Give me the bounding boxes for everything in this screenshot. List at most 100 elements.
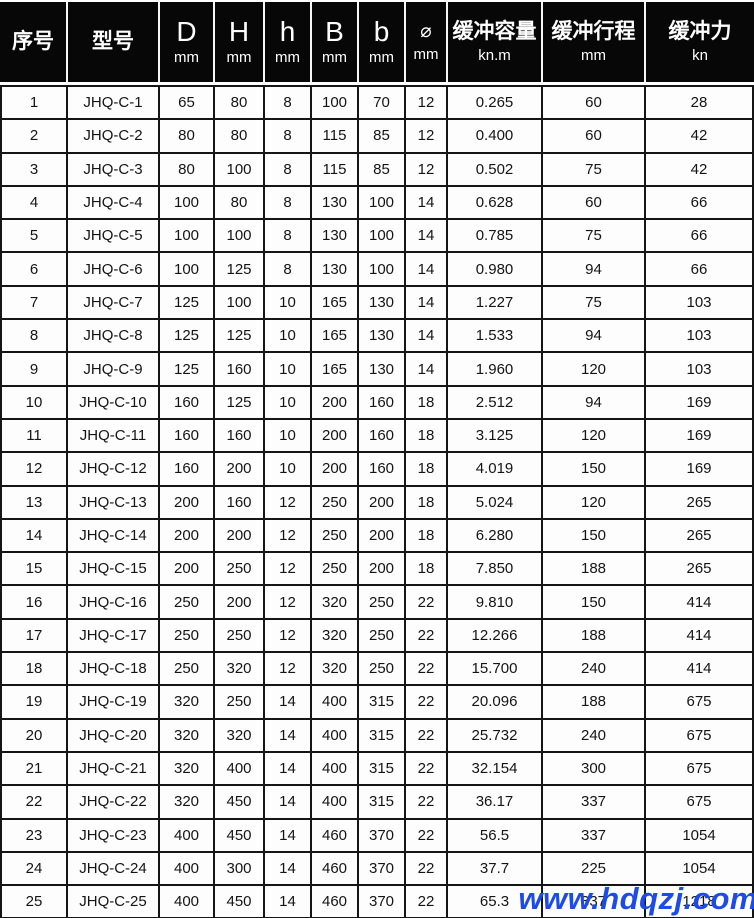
table-cell: 12	[265, 553, 312, 587]
table-row: 12 JHQ-C-12 160 200 10 200 160 18 4.019 150 169	[0, 453, 754, 487]
table-row: 2 JHQ-C-2 80 80 8 115 85 12 0.400 60 42	[0, 120, 754, 154]
table-cell: 115	[312, 120, 359, 154]
table-cell: 150	[543, 586, 646, 620]
table-cell: 265	[646, 553, 754, 587]
table-cell: 200	[359, 553, 406, 587]
table-cell: 25	[0, 886, 68, 918]
table-cell: 6	[0, 253, 68, 287]
table-cell: 250	[312, 553, 359, 587]
table-cell: 32.154	[448, 752, 543, 787]
table-cell: 66	[646, 186, 754, 221]
table-cell: JHQ-C-8	[68, 320, 160, 354]
table-cell: 10	[265, 453, 312, 487]
table-cell: 3.125	[448, 419, 543, 454]
column-label: h	[279, 16, 296, 47]
table-cell: 100	[359, 186, 406, 221]
table-cell: 22	[406, 752, 448, 787]
table-cell: 320	[160, 786, 215, 820]
table-cell: 70	[359, 85, 406, 121]
table-cell: 250	[312, 486, 359, 520]
table-cell: 100	[160, 253, 215, 287]
table-cell: 5	[0, 220, 68, 254]
table-cell: 14	[265, 752, 312, 787]
table-cell: 100	[215, 220, 265, 254]
table-cell: 16	[0, 586, 68, 620]
table-cell: 320	[312, 653, 359, 687]
column-unit-label: mm	[369, 49, 394, 66]
table-cell: 10	[265, 419, 312, 454]
table-cell: 200	[359, 486, 406, 520]
table-cell: 14	[265, 786, 312, 820]
table-cell: JHQ-C-7	[68, 286, 160, 321]
table-cell: 1.227	[448, 286, 543, 321]
table-cell: 80	[160, 153, 215, 187]
table-cell: 240	[543, 719, 646, 753]
table-cell: 675	[646, 786, 754, 820]
table-cell: 320	[215, 719, 265, 753]
table-cell: 300	[543, 752, 646, 787]
table-cell: 20	[0, 719, 68, 753]
table-cell: 1.533	[448, 320, 543, 354]
column-label: H	[228, 16, 250, 47]
table-row: 25 JHQ-C-25 400 450 14 460 370 22 65.3 337 1218	[0, 886, 754, 918]
table-cell: 400	[312, 686, 359, 720]
table-cell: 103	[646, 353, 754, 387]
table-cell: 9.810	[448, 586, 543, 620]
table-cell: 337	[543, 819, 646, 853]
table-cell: 75	[543, 286, 646, 321]
table-cell: 169	[646, 453, 754, 487]
column-header-8: 缓冲容量 kn.m	[448, 2, 543, 85]
table-cell: 250	[215, 686, 265, 720]
table-row: 10 JHQ-C-10 160 125 10 200 160 18 2.512 94 169	[0, 386, 754, 420]
table-cell: 100	[215, 286, 265, 321]
table-cell: 160	[160, 453, 215, 487]
table-row: 4 JHQ-C-4 100 80 8 130 100 14 0.628 60 66	[0, 186, 754, 221]
table-cell: JHQ-C-18	[68, 653, 160, 687]
table-cell: 9	[0, 353, 68, 387]
table-cell: 94	[543, 253, 646, 287]
table-cell: 12.266	[448, 619, 543, 654]
table-cell: 337	[543, 786, 646, 820]
table-cell: 0.628	[448, 186, 543, 221]
table-cell: 200	[215, 453, 265, 487]
table-cell: 66	[646, 220, 754, 254]
table-row: 7 JHQ-C-7 125 100 10 165 130 14 1.227 75 103	[0, 286, 754, 321]
table-row: 5 JHQ-C-5 100 100 8 130 100 14 0.785 75 66	[0, 220, 754, 254]
table-cell: 675	[646, 752, 754, 787]
table-cell: 250	[215, 553, 265, 587]
table-cell: 8	[265, 85, 312, 121]
column-unit-label: mm	[322, 49, 347, 66]
table-cell: 18	[0, 653, 68, 687]
table-cell: 22	[406, 719, 448, 753]
column-label: 序号	[12, 30, 54, 53]
column-header-0: 序号	[0, 2, 68, 85]
table-cell: 12	[265, 653, 312, 687]
table-cell: 28	[646, 85, 754, 121]
table-cell: 200	[215, 586, 265, 620]
table-body: 1 JHQ-C-1 65 80 8 100 70 12 0.265 60 28 2 JHQ-C-2 80 8…	[0, 85, 754, 918]
table-cell: 150	[543, 453, 646, 487]
table-cell: 130	[359, 320, 406, 354]
table-cell: 1.960	[448, 353, 543, 387]
table-cell: 0.265	[448, 85, 543, 121]
column-label: 型号	[92, 30, 134, 53]
table-cell: 15	[0, 553, 68, 587]
column-label: D	[176, 16, 197, 47]
table-cell: 120	[543, 419, 646, 454]
table-cell: 165	[312, 353, 359, 387]
table-cell: 18	[406, 419, 448, 454]
table-cell: 65.3	[448, 886, 543, 918]
table-cell: 130	[312, 186, 359, 221]
table-cell: JHQ-C-23	[68, 819, 160, 853]
table-cell: 400	[160, 852, 215, 887]
table-cell: 188	[543, 553, 646, 587]
table-cell: 130	[312, 220, 359, 254]
table-cell: 130	[359, 286, 406, 321]
table-cell: 169	[646, 386, 754, 420]
column-label: B	[325, 16, 344, 47]
table-cell: JHQ-C-16	[68, 586, 160, 620]
table-cell: 125	[160, 353, 215, 387]
table-cell: 2	[0, 120, 68, 154]
table-cell: 675	[646, 719, 754, 753]
